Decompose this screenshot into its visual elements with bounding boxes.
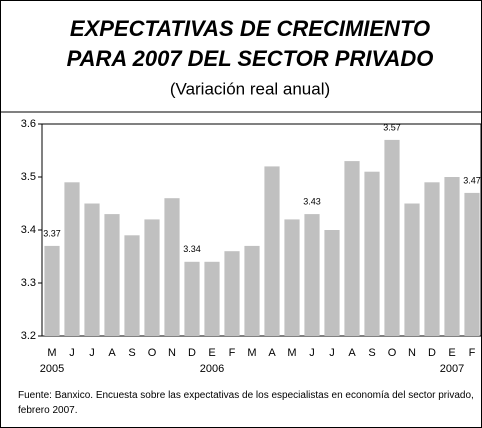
bar bbox=[404, 203, 420, 336]
data-label: 3.37 bbox=[43, 228, 61, 238]
x-tick-label: A bbox=[348, 347, 356, 359]
bar bbox=[224, 251, 240, 336]
y-tick-label: 3.5 bbox=[21, 171, 36, 183]
bar bbox=[204, 261, 220, 336]
x-tick-label: J bbox=[69, 347, 75, 359]
x-tick-label: M bbox=[247, 347, 256, 359]
bar bbox=[464, 192, 480, 336]
bar bbox=[104, 214, 120, 336]
x-tick-label: M bbox=[287, 347, 296, 359]
bar bbox=[304, 214, 320, 336]
x-tick-label: S bbox=[128, 347, 135, 359]
data-label: 3.43 bbox=[303, 196, 321, 206]
x-tick-label: N bbox=[168, 347, 176, 359]
x-tick-label: O bbox=[148, 347, 157, 359]
bar bbox=[144, 219, 160, 336]
y-tick-label: 3.4 bbox=[21, 224, 36, 236]
x-group-label: 2007 bbox=[440, 363, 464, 375]
bar bbox=[284, 219, 300, 336]
x-tick-label: O bbox=[388, 347, 397, 359]
x-group-label: 2006 bbox=[200, 363, 224, 375]
x-tick-label: D bbox=[188, 347, 196, 359]
x-tick-label: M bbox=[47, 347, 56, 359]
x-tick-label: A bbox=[108, 347, 116, 359]
x-tick-label: J bbox=[309, 347, 315, 359]
bar bbox=[364, 171, 380, 336]
bar bbox=[444, 177, 460, 336]
x-tick-label: A bbox=[268, 347, 276, 359]
y-tick-label: 3.3 bbox=[21, 277, 36, 289]
source-note: Fuente: Banxico. Encuesta sobre las expe… bbox=[18, 390, 474, 416]
bar bbox=[324, 230, 340, 336]
bar bbox=[384, 139, 400, 336]
bar bbox=[424, 182, 440, 336]
data-label: 3.57 bbox=[383, 122, 401, 132]
data-label: 3.34 bbox=[183, 244, 201, 254]
x-group-label: 2005 bbox=[40, 363, 64, 375]
y-tick-label: 3.2 bbox=[21, 330, 36, 342]
bar bbox=[344, 161, 360, 336]
data-label: 3.47 bbox=[463, 175, 481, 185]
x-tick-label: J bbox=[89, 347, 95, 359]
chart-title: EXPECTATIVAS DE CRECIMIENTO bbox=[70, 16, 430, 41]
bar bbox=[64, 182, 80, 336]
bar bbox=[244, 245, 260, 336]
x-tick-label: N bbox=[408, 347, 416, 359]
x-tick-label: S bbox=[368, 347, 375, 359]
x-tick-label: E bbox=[448, 347, 455, 359]
x-tick-label: E bbox=[208, 347, 215, 359]
y-tick-label: 3.6 bbox=[21, 118, 36, 130]
bar bbox=[44, 245, 60, 336]
x-tick-label: F bbox=[229, 347, 236, 359]
bar bbox=[164, 198, 180, 336]
x-tick-label: F bbox=[469, 347, 476, 359]
bar bbox=[84, 203, 100, 336]
bar bbox=[124, 235, 140, 336]
x-tick-label: D bbox=[428, 347, 436, 359]
bar bbox=[264, 166, 280, 336]
bar bbox=[184, 261, 200, 336]
chart-subtitle: (Variación real anual) bbox=[170, 79, 330, 98]
x-tick-label: J bbox=[329, 347, 335, 359]
chart-title: PARA 2007 DEL SECTOR PRIVADO bbox=[67, 46, 434, 71]
